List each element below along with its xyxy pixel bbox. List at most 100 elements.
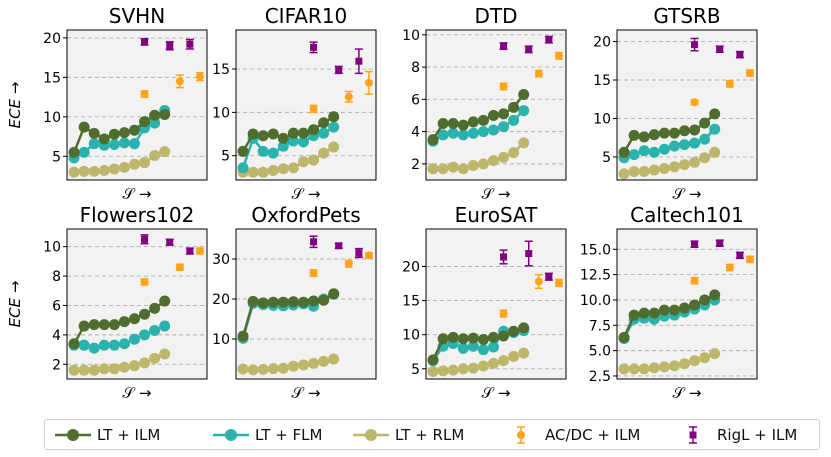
- point-lt-ilm: [68, 146, 80, 158]
- point-lt-flm: [508, 114, 520, 126]
- plot-frame: [235, 228, 377, 380]
- y-tick-label: 15: [402, 294, 420, 310]
- y-tick-label: 12.5: [580, 268, 611, 284]
- point-lt-ilm: [498, 330, 510, 342]
- point-lt-ilm: [297, 296, 309, 308]
- point-rigl: [335, 66, 343, 74]
- point-lt-rlm: [628, 363, 640, 375]
- point-lt-rlm: [287, 360, 299, 372]
- plot-background: [67, 229, 207, 379]
- y-tick-label: 10: [402, 328, 420, 344]
- point-lt-rlm: [118, 361, 130, 373]
- point-acdc: [175, 77, 184, 86]
- point-lt-flm: [328, 121, 340, 133]
- legend-marker-lt-rlm: [353, 429, 389, 441]
- y-tick-label: 20: [212, 292, 230, 308]
- point-lt-ilm: [447, 118, 459, 130]
- point-lt-ilm: [638, 307, 650, 319]
- point-acdc: [364, 78, 373, 87]
- legend-marker-rigl-ilm: [689, 426, 697, 444]
- point-lt-rlm: [618, 168, 630, 180]
- x-axis-label: 𝒮 →: [673, 384, 702, 402]
- panel-gtsrb: 5 10 15 20 GTSRB 𝒮 →: [593, 4, 758, 203]
- point-lt-rlm: [518, 347, 530, 359]
- point-lt-rlm: [149, 352, 161, 364]
- y-tick-label: 7.5: [589, 318, 611, 334]
- y-axis-label: ECE →: [6, 82, 24, 129]
- point-lt-rlm: [518, 137, 530, 149]
- y-tick-label: 20: [402, 260, 420, 276]
- point-rigl: [335, 242, 343, 250]
- point-lt-flm: [128, 138, 140, 150]
- point-lt-ilm: [328, 111, 340, 123]
- point-lt-ilm: [78, 121, 90, 133]
- x-axis-label: 𝒮 →: [292, 384, 321, 402]
- point-lt-rlm: [678, 159, 690, 171]
- legend-label-lt-flm: LT + FLM: [255, 426, 323, 444]
- point-lt-ilm: [267, 128, 279, 140]
- point-lt-ilm: [159, 295, 171, 307]
- point-lt-ilm: [257, 130, 269, 142]
- point-lt-flm: [277, 140, 289, 152]
- point-lt-rlm: [308, 357, 320, 369]
- point-rigl: [141, 38, 149, 46]
- y-tick-label: 4: [52, 328, 61, 344]
- y-tick-label: 10: [43, 240, 61, 256]
- point-lt-flm: [149, 117, 161, 129]
- point-acdc: [140, 277, 149, 286]
- point-lt-rlm: [638, 363, 650, 375]
- point-lt-ilm: [447, 331, 459, 343]
- point-lt-rlm: [118, 161, 130, 173]
- point-rigl: [716, 239, 724, 247]
- point-lt-rlm: [648, 164, 660, 176]
- point-lt-flm: [287, 135, 299, 147]
- point-lt-ilm: [128, 124, 140, 136]
- point-lt-ilm: [247, 128, 259, 140]
- point-acdc: [309, 269, 318, 277]
- point-acdc: [554, 278, 563, 287]
- y-tick-label: 20: [593, 35, 611, 51]
- point-rigl: [166, 238, 174, 246]
- point-lt-flm: [487, 124, 499, 136]
- y-tick-label: 10: [402, 28, 420, 44]
- point-lt-rlm: [68, 364, 80, 376]
- panel-title: Caltech101: [630, 203, 744, 227]
- point-lt-ilm: [88, 319, 100, 331]
- point-lt-rlm: [447, 161, 459, 173]
- point-lt-flm: [678, 139, 690, 151]
- point-lt-ilm: [308, 295, 320, 307]
- point-lt-flm: [118, 137, 130, 149]
- point-lt-ilm: [508, 325, 520, 337]
- point-acdc: [534, 277, 543, 286]
- point-rigl: [691, 41, 699, 49]
- x-axis-label: 𝒮 →: [673, 185, 702, 203]
- point-lt-ilm: [699, 117, 711, 129]
- point-rigl: [500, 253, 508, 261]
- legend-label-lt-rlm: LT + RLM: [395, 426, 465, 444]
- point-lt-ilm: [658, 127, 670, 139]
- panel-title: SVHN: [109, 4, 165, 28]
- point-lt-rlm: [689, 355, 701, 367]
- point-acdc: [344, 259, 353, 268]
- x-axis-label: 𝒮 →: [123, 185, 152, 203]
- point-lt-ilm: [128, 313, 140, 325]
- point-lt-rlm: [467, 159, 479, 171]
- point-lt-rlm: [128, 360, 140, 372]
- point-acdc: [309, 104, 318, 113]
- plot-frame: [235, 29, 377, 181]
- panel-title: CIFAR10: [265, 4, 348, 28]
- point-lt-ilm: [237, 330, 249, 342]
- point-lt-rlm: [318, 147, 330, 159]
- point-lt-ilm: [618, 331, 630, 343]
- point-lt-ilm: [287, 296, 299, 308]
- figure: 5 10 15 20 SVHN 𝒮 → 5 10 15 CIFAR10 𝒮 → 2 4 6 8 10 DTD 𝒮 …: [6, 4, 758, 402]
- point-rigl: [186, 40, 194, 48]
- point-lt-rlm: [498, 151, 510, 163]
- point-lt-rlm: [638, 166, 650, 178]
- point-lt-rlm: [668, 360, 680, 372]
- point-lt-rlm: [78, 165, 90, 177]
- point-lt-ilm: [108, 319, 120, 331]
- point-lt-ilm: [648, 129, 660, 141]
- point-lt-ilm: [318, 117, 330, 129]
- point-lt-rlm: [159, 146, 171, 158]
